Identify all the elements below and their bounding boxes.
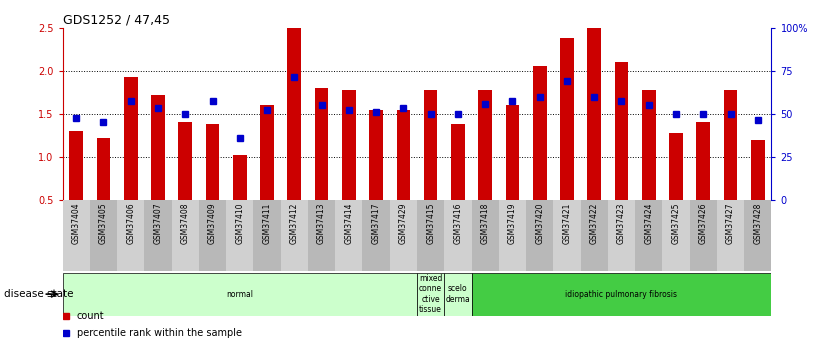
Text: GSM37419: GSM37419 (508, 202, 517, 244)
Bar (117, 200, 144, 271)
Bar (751, 140, 765, 200)
Bar (90, 200, 117, 271)
Bar (363, 200, 389, 271)
Text: GSM37407: GSM37407 (153, 202, 163, 244)
Bar (445, 200, 471, 271)
Bar (417, 273, 445, 316)
Bar (642, 90, 656, 200)
Bar (471, 273, 771, 316)
Text: GSM37408: GSM37408 (181, 202, 190, 244)
Bar (690, 200, 717, 271)
Text: GSM37418: GSM37418 (480, 202, 490, 244)
Bar (717, 200, 744, 271)
Bar (587, 12, 601, 200)
Bar (288, 2, 301, 200)
Text: GSM37422: GSM37422 (590, 202, 599, 244)
Text: GSM37428: GSM37428 (753, 202, 762, 244)
Text: GSM37424: GSM37424 (644, 202, 653, 244)
Bar (342, 90, 355, 200)
Text: GSM37412: GSM37412 (289, 202, 299, 244)
Text: idiopathic pulmonary fibrosis: idiopathic pulmonary fibrosis (565, 289, 677, 299)
Bar (580, 200, 608, 271)
Text: GSM37411: GSM37411 (263, 202, 272, 244)
Bar (178, 122, 192, 200)
Bar (526, 200, 553, 271)
Bar (206, 124, 219, 200)
Bar (471, 200, 499, 271)
Bar (314, 88, 329, 200)
Text: GSM37423: GSM37423 (617, 202, 626, 244)
Text: normal: normal (226, 289, 254, 299)
Bar (636, 200, 662, 271)
Bar (396, 110, 410, 200)
Bar (63, 273, 417, 316)
Text: GSM37415: GSM37415 (426, 202, 435, 244)
Bar (608, 200, 636, 271)
Text: GSM37416: GSM37416 (454, 202, 462, 244)
Text: count: count (77, 311, 104, 321)
Bar (417, 200, 445, 271)
Bar (151, 95, 165, 200)
Text: GSM37405: GSM37405 (99, 202, 108, 244)
Text: GSM37413: GSM37413 (317, 202, 326, 244)
Bar (198, 200, 226, 271)
Bar (424, 90, 438, 200)
Text: GSM37427: GSM37427 (726, 202, 735, 244)
Bar (97, 138, 110, 200)
Text: percentile rank within the sample: percentile rank within the sample (77, 328, 242, 338)
Bar (226, 200, 254, 271)
Bar (63, 200, 90, 271)
Text: GSM37409: GSM37409 (208, 202, 217, 244)
Bar (669, 133, 683, 200)
Bar (615, 62, 628, 200)
Bar (451, 124, 465, 200)
Text: GDS1252 / 47,45: GDS1252 / 47,45 (63, 13, 169, 27)
Bar (308, 200, 335, 271)
Text: disease state: disease state (4, 289, 73, 299)
Bar (69, 131, 83, 200)
Text: GSM37420: GSM37420 (535, 202, 545, 244)
Text: GSM37421: GSM37421 (562, 202, 571, 244)
Bar (144, 200, 172, 271)
Bar (281, 200, 308, 271)
Bar (335, 200, 363, 271)
Bar (553, 200, 580, 271)
Bar (479, 90, 492, 200)
Bar (560, 38, 574, 200)
Bar (696, 122, 710, 200)
Bar (505, 105, 520, 200)
Bar (254, 200, 281, 271)
Bar (233, 155, 247, 200)
Text: GSM37425: GSM37425 (671, 202, 681, 244)
Bar (369, 110, 383, 200)
Bar (389, 200, 417, 271)
Text: GSM37406: GSM37406 (126, 202, 135, 244)
Bar (260, 105, 274, 200)
Bar (533, 66, 546, 200)
Text: mixed
conne
ctive
tissue: mixed conne ctive tissue (419, 274, 442, 314)
Text: GSM37429: GSM37429 (399, 202, 408, 244)
Text: GSM37417: GSM37417 (372, 202, 380, 244)
Text: GSM37426: GSM37426 (699, 202, 708, 244)
Text: GSM37410: GSM37410 (235, 202, 244, 244)
Bar (445, 273, 471, 316)
Text: GSM37404: GSM37404 (72, 202, 81, 244)
Bar (724, 90, 737, 200)
Text: scelo
derma: scelo derma (445, 284, 470, 304)
Bar (172, 200, 198, 271)
Text: GSM37414: GSM37414 (344, 202, 354, 244)
Bar (744, 200, 771, 271)
Bar (662, 200, 690, 271)
Bar (124, 77, 138, 200)
Bar (499, 200, 526, 271)
